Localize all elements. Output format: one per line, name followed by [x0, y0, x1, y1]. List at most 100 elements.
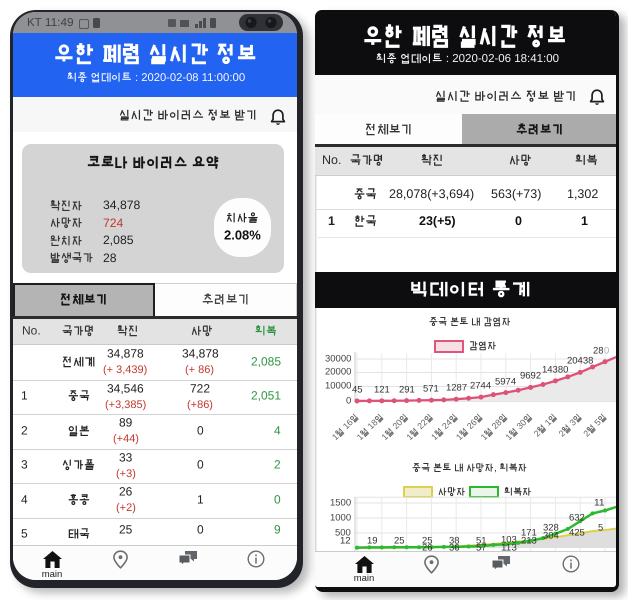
svg-text:25: 25 [394, 535, 405, 546]
svg-text:(+2): (+2) [116, 502, 136, 514]
svg-text:563(+73): 563(+73) [491, 187, 541, 201]
svg-text:0: 0 [197, 458, 204, 472]
svg-text:2: 2 [557, 428, 568, 439]
svg-text:0: 0 [515, 214, 522, 228]
svg-text:4: 4 [274, 423, 281, 437]
svg-text:213: 213 [521, 535, 537, 546]
svg-text:28: 28 [103, 251, 117, 265]
svg-text:1000: 1000 [330, 512, 351, 523]
svg-text:1: 1 [479, 432, 490, 443]
svg-text:2: 2 [581, 428, 592, 439]
svg-text::: : [135, 72, 138, 84]
svg-text:2.08%: 2.08% [224, 227, 261, 242]
svg-text:2: 2 [532, 428, 543, 439]
svg-text:11: 11 [594, 497, 605, 508]
svg-text:(+: (+ [103, 364, 113, 376]
svg-text:38: 38 [449, 535, 460, 546]
svg-text:12: 12 [340, 535, 351, 546]
svg-text:0: 0 [604, 345, 609, 356]
svg-text:30000: 30000 [325, 353, 351, 364]
svg-text:5: 5 [21, 527, 28, 541]
svg-text:1: 1 [429, 432, 440, 443]
svg-text:KT: KT [27, 17, 42, 29]
svg-text:1: 1 [328, 214, 335, 228]
svg-text:425: 425 [569, 527, 585, 538]
svg-text:26: 26 [119, 485, 133, 499]
svg-text:121: 121 [374, 384, 390, 395]
svg-text:,: , [494, 463, 497, 474]
svg-text:28: 28 [593, 345, 604, 356]
svg-text:1: 1 [404, 432, 415, 443]
svg-text:25: 25 [119, 523, 133, 537]
svg-text:0: 0 [197, 423, 204, 437]
svg-text:632: 632 [569, 512, 585, 523]
svg-text:1: 1 [504, 432, 515, 443]
svg-text:19: 19 [367, 535, 378, 546]
svg-text:113: 113 [501, 542, 517, 553]
svg-text:2,051: 2,051 [251, 389, 281, 403]
svg-text:18:41:00: 18:41:00 [514, 53, 559, 65]
svg-text:11:00:00: 11:00:00 [202, 72, 246, 84]
svg-text:5: 5 [598, 522, 603, 533]
svg-text:328: 328 [543, 522, 559, 533]
svg-text:26: 26 [422, 542, 433, 553]
svg-text:1: 1 [380, 432, 391, 443]
svg-text::: : [446, 53, 449, 65]
svg-text:1: 1 [454, 432, 465, 443]
svg-text:(+3): (+3) [116, 468, 136, 480]
svg-text:No.: No. [22, 324, 41, 338]
svg-text:304: 304 [543, 530, 559, 541]
svg-text:11:49: 11:49 [45, 17, 74, 29]
svg-text:20000: 20000 [325, 367, 351, 378]
svg-text:2: 2 [274, 458, 281, 472]
svg-text:0: 0 [346, 395, 351, 406]
svg-text:33: 33 [119, 450, 133, 464]
svg-text:3: 3 [21, 458, 28, 472]
svg-text:1,302: 1,302 [567, 187, 598, 201]
svg-text:34,878: 34,878 [182, 347, 219, 361]
svg-text:1: 1 [355, 432, 366, 443]
svg-text:2020-02-08: 2020-02-08 [141, 72, 198, 84]
svg-text:10000: 10000 [325, 381, 351, 392]
svg-text:1: 1 [197, 492, 204, 506]
svg-text:1287: 1287 [446, 383, 467, 394]
svg-text:45: 45 [352, 384, 363, 395]
svg-text:25: 25 [422, 535, 433, 546]
svg-text:1500: 1500 [330, 497, 351, 508]
svg-text:(+: (+ [185, 364, 195, 376]
svg-text:No.: No. [322, 153, 341, 167]
svg-text:28,078(+3,694): 28,078(+3,694) [389, 187, 474, 201]
svg-text:722: 722 [190, 381, 210, 395]
svg-text:23(+5): 23(+5) [419, 214, 455, 228]
svg-text:(+44): (+44) [113, 433, 139, 445]
svg-text:1: 1 [21, 389, 28, 403]
svg-text:0: 0 [274, 492, 281, 506]
svg-text:291: 291 [399, 384, 415, 395]
svg-text:9692: 9692 [520, 371, 541, 382]
svg-text:171: 171 [521, 527, 537, 538]
svg-text:1: 1 [330, 432, 341, 443]
svg-text:34,878: 34,878 [107, 347, 144, 361]
svg-text:34,546: 34,546 [107, 381, 144, 395]
svg-text:(+86): (+86) [187, 399, 213, 411]
svg-text:2,085: 2,085 [103, 233, 134, 247]
svg-text:3: 3 [567, 417, 578, 428]
svg-text:36: 36 [449, 542, 460, 553]
svg-text:0: 0 [197, 523, 204, 537]
svg-text:5: 5 [592, 417, 603, 428]
svg-text:4: 4 [21, 492, 28, 506]
svg-text:103: 103 [501, 534, 517, 545]
svg-text:14380: 14380 [542, 364, 568, 375]
svg-text:2020-02-06: 2020-02-06 [452, 53, 511, 65]
svg-text:51: 51 [476, 535, 487, 546]
svg-text:20438: 20438 [567, 356, 593, 367]
svg-text:2,085: 2,085 [251, 354, 281, 368]
svg-text:1: 1 [543, 417, 554, 428]
svg-text:5974: 5974 [495, 376, 516, 387]
svg-text:724: 724 [103, 216, 124, 230]
svg-text:2744: 2744 [470, 381, 491, 392]
svg-text:3,439): 3,439) [116, 364, 147, 376]
svg-text:9: 9 [274, 523, 281, 537]
svg-text:571: 571 [423, 384, 439, 395]
svg-text:89: 89 [119, 416, 133, 430]
